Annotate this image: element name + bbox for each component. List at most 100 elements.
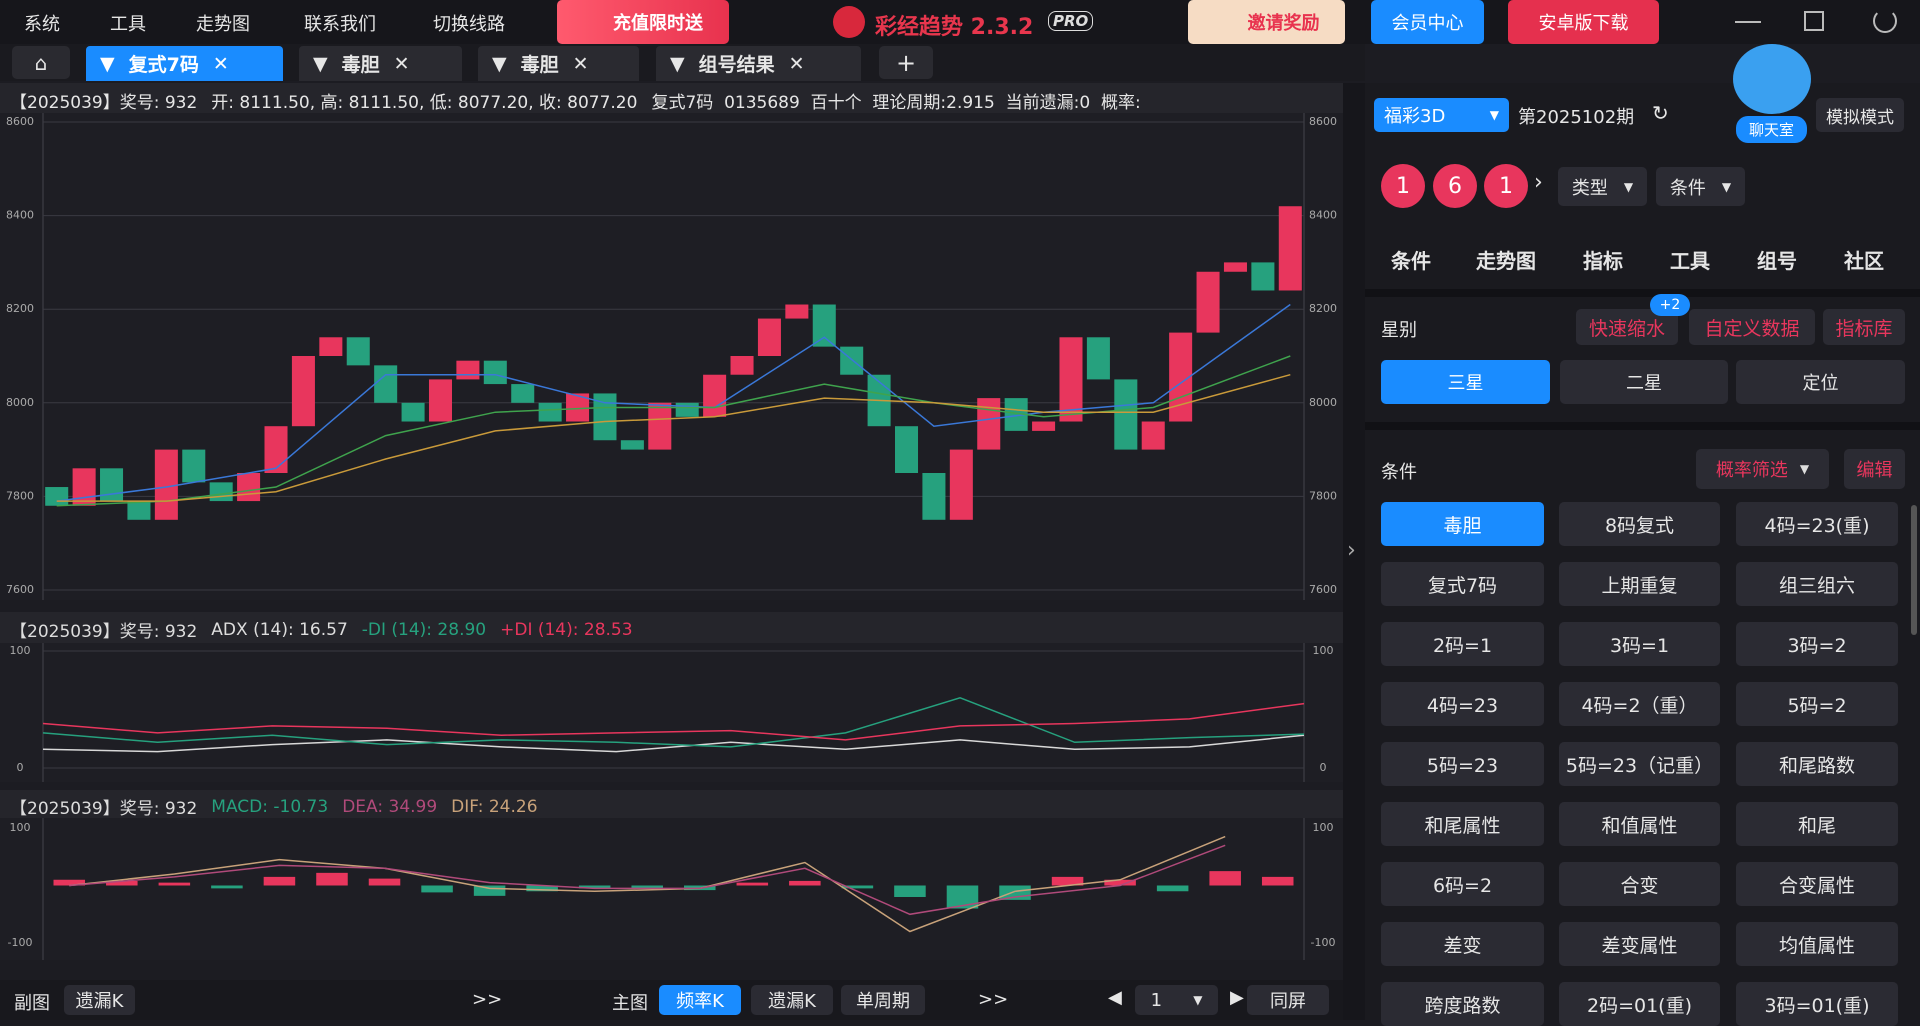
minimize-button[interactable]	[1735, 21, 1761, 23]
page-select[interactable]: 1 ▼	[1135, 985, 1218, 1015]
dropdown-arrow: ▼	[1489, 108, 1499, 122]
bar	[841, 885, 874, 889]
main-button[interactable]: 频率K	[659, 985, 741, 1015]
power-button[interactable]	[1873, 9, 1897, 33]
condition-button[interactable]: 和尾属性	[1381, 802, 1544, 846]
condition-button[interactable]: 上期重复	[1559, 562, 1720, 606]
candle	[45, 487, 69, 506]
main-button[interactable]: 遗漏K	[751, 985, 833, 1015]
condition-button[interactable]: 5码=23	[1381, 742, 1544, 786]
member-button[interactable]: 会员中心	[1371, 0, 1484, 44]
nav-item[interactable]: 工具	[1670, 249, 1710, 273]
menu-item[interactable]: 工具	[110, 14, 146, 35]
condition-button[interactable]: 5码=2	[1736, 682, 1898, 726]
candle	[182, 449, 206, 483]
condition-button[interactable]: 复式7码	[1381, 562, 1544, 606]
condition-button[interactable]: 和尾路数	[1736, 742, 1898, 786]
y-tick-label: 0	[1320, 761, 1327, 774]
sim-button[interactable]: 模拟模式	[1816, 98, 1904, 132]
condition-button[interactable]: 2码=01(重)	[1559, 982, 1720, 1026]
refresh-button[interactable]: ↻	[1652, 101, 1669, 125]
condition-button[interactable]: 3码=01(重)	[1736, 982, 1898, 1026]
condition-button[interactable]: 和值属性	[1559, 802, 1720, 846]
condition-button[interactable]: 合变属性	[1736, 862, 1898, 906]
tab[interactable]: ▼ 毒胆 ✕	[478, 46, 639, 81]
condition-button[interactable]: 3码=2	[1736, 622, 1898, 666]
edit-button[interactable]: 编辑	[1844, 449, 1905, 489]
link-button[interactable]: 指标库	[1823, 309, 1905, 345]
tab-close[interactable]: ✕	[212, 52, 229, 75]
candle	[72, 468, 96, 506]
more-button[interactable]: >>	[472, 989, 503, 1010]
condition-button[interactable]: 3码=1	[1559, 622, 1720, 666]
condition-button[interactable]: 合变	[1559, 862, 1720, 906]
condition-button[interactable]: 4码=23(重)	[1736, 502, 1898, 546]
ball-arrow[interactable]: ›	[1534, 170, 1543, 195]
star-option[interactable]: 二星	[1560, 360, 1728, 404]
candle	[319, 337, 343, 356]
tab-close[interactable]: ✕	[393, 52, 410, 75]
star-option[interactable]: 定位	[1736, 360, 1905, 404]
condition-button[interactable]: 和尾	[1736, 802, 1898, 846]
bar	[473, 885, 506, 896]
info-extra: 复式7码 0135689 百十个 理论周期:2.915 当前遗漏:0 概率:	[651, 93, 1141, 113]
more-button[interactable]: >>	[978, 989, 1009, 1010]
charts: 7600 7600 7800 7800 8000 8000 8200 8200 8400 8400…	[6, 113, 1337, 960]
condition-button[interactable]: 组三组六	[1736, 562, 1898, 606]
lottery-select[interactable]: 福彩3D ▼	[1374, 98, 1509, 132]
condition-button[interactable]: 跨度路数	[1381, 982, 1544, 1026]
promo-button[interactable]: 充值限时送	[557, 0, 729, 44]
menu-item[interactable]: 切换线路	[433, 14, 505, 35]
invite-button[interactable]: 邀请奖励	[1188, 0, 1345, 44]
tab[interactable]: ▼ 毒胆 ✕	[299, 46, 462, 81]
condition-button[interactable]: 4码=2（重）	[1559, 682, 1720, 726]
nav-item[interactable]: 组号	[1757, 249, 1797, 273]
cond-select[interactable]: 条件 ▼	[1656, 167, 1745, 206]
condition-button[interactable]: 2码=1	[1381, 622, 1544, 666]
main-button[interactable]: 单周期	[841, 985, 925, 1015]
nav-item[interactable]: 走势图	[1476, 249, 1536, 273]
app-title: 彩经趋势 2.3.2	[875, 15, 1034, 40]
home-tab[interactable]: ⌂	[12, 46, 70, 79]
nav-item[interactable]: 指标	[1583, 249, 1623, 273]
condition-button[interactable]: 毒胆	[1381, 502, 1544, 546]
condition-button[interactable]: 4码=23	[1381, 682, 1544, 726]
link-button[interactable]: 快速缩水	[1576, 309, 1678, 345]
tab[interactable]: ▼ 组号结果 ✕	[656, 46, 861, 81]
restore-button[interactable]	[1804, 11, 1824, 31]
nav-item[interactable]: 条件	[1391, 249, 1431, 273]
sub-button[interactable]: 遗漏K	[64, 985, 135, 1015]
tab[interactable]: ▼ 复式7码 ✕	[86, 46, 283, 81]
same-screen-button[interactable]: 同屏	[1247, 985, 1329, 1015]
collapse-button[interactable]: ›	[1347, 538, 1356, 563]
condition-button[interactable]: 5码=23（记重）	[1559, 742, 1720, 786]
menu-item[interactable]: 联系我们	[304, 14, 376, 35]
chat-icon[interactable]	[1733, 44, 1811, 114]
type-select[interactable]: 类型 ▼	[1558, 167, 1647, 206]
condition-button[interactable]: 均值属性	[1736, 922, 1898, 966]
condition-button[interactable]: 6码=2	[1381, 862, 1544, 906]
tab-close[interactable]: ✕	[572, 52, 589, 75]
android-button[interactable]: 安卓版下载	[1508, 0, 1659, 44]
menu-item[interactable]: 系统	[24, 14, 60, 35]
condition-button[interactable]: 差变属性	[1559, 922, 1720, 966]
prev-page[interactable]: ◀	[1108, 987, 1122, 1008]
tab-arrow: ▼	[100, 52, 115, 75]
page-number: 1	[1150, 989, 1163, 1011]
link-button[interactable]: 自定义数据	[1689, 309, 1815, 345]
bar	[106, 880, 138, 886]
candle	[127, 501, 151, 520]
menu-item[interactable]: 走势图	[196, 14, 250, 35]
chat-button[interactable]: 聊天室	[1736, 116, 1807, 143]
condition-button[interactable]: 差变	[1381, 922, 1544, 966]
nav-item[interactable]: 社区	[1844, 249, 1884, 273]
next-page[interactable]: ▶	[1230, 987, 1244, 1008]
filter-select[interactable]: 概率筛选 ▼	[1696, 449, 1829, 489]
add-tab[interactable]: +	[879, 46, 933, 79]
line	[42, 734, 1305, 753]
tab-close[interactable]: ✕	[788, 52, 805, 75]
condition-button[interactable]: 8码复式	[1559, 502, 1720, 546]
candle	[703, 374, 727, 417]
star-option[interactable]: 三星	[1381, 360, 1550, 404]
ball: 1	[1484, 164, 1528, 208]
